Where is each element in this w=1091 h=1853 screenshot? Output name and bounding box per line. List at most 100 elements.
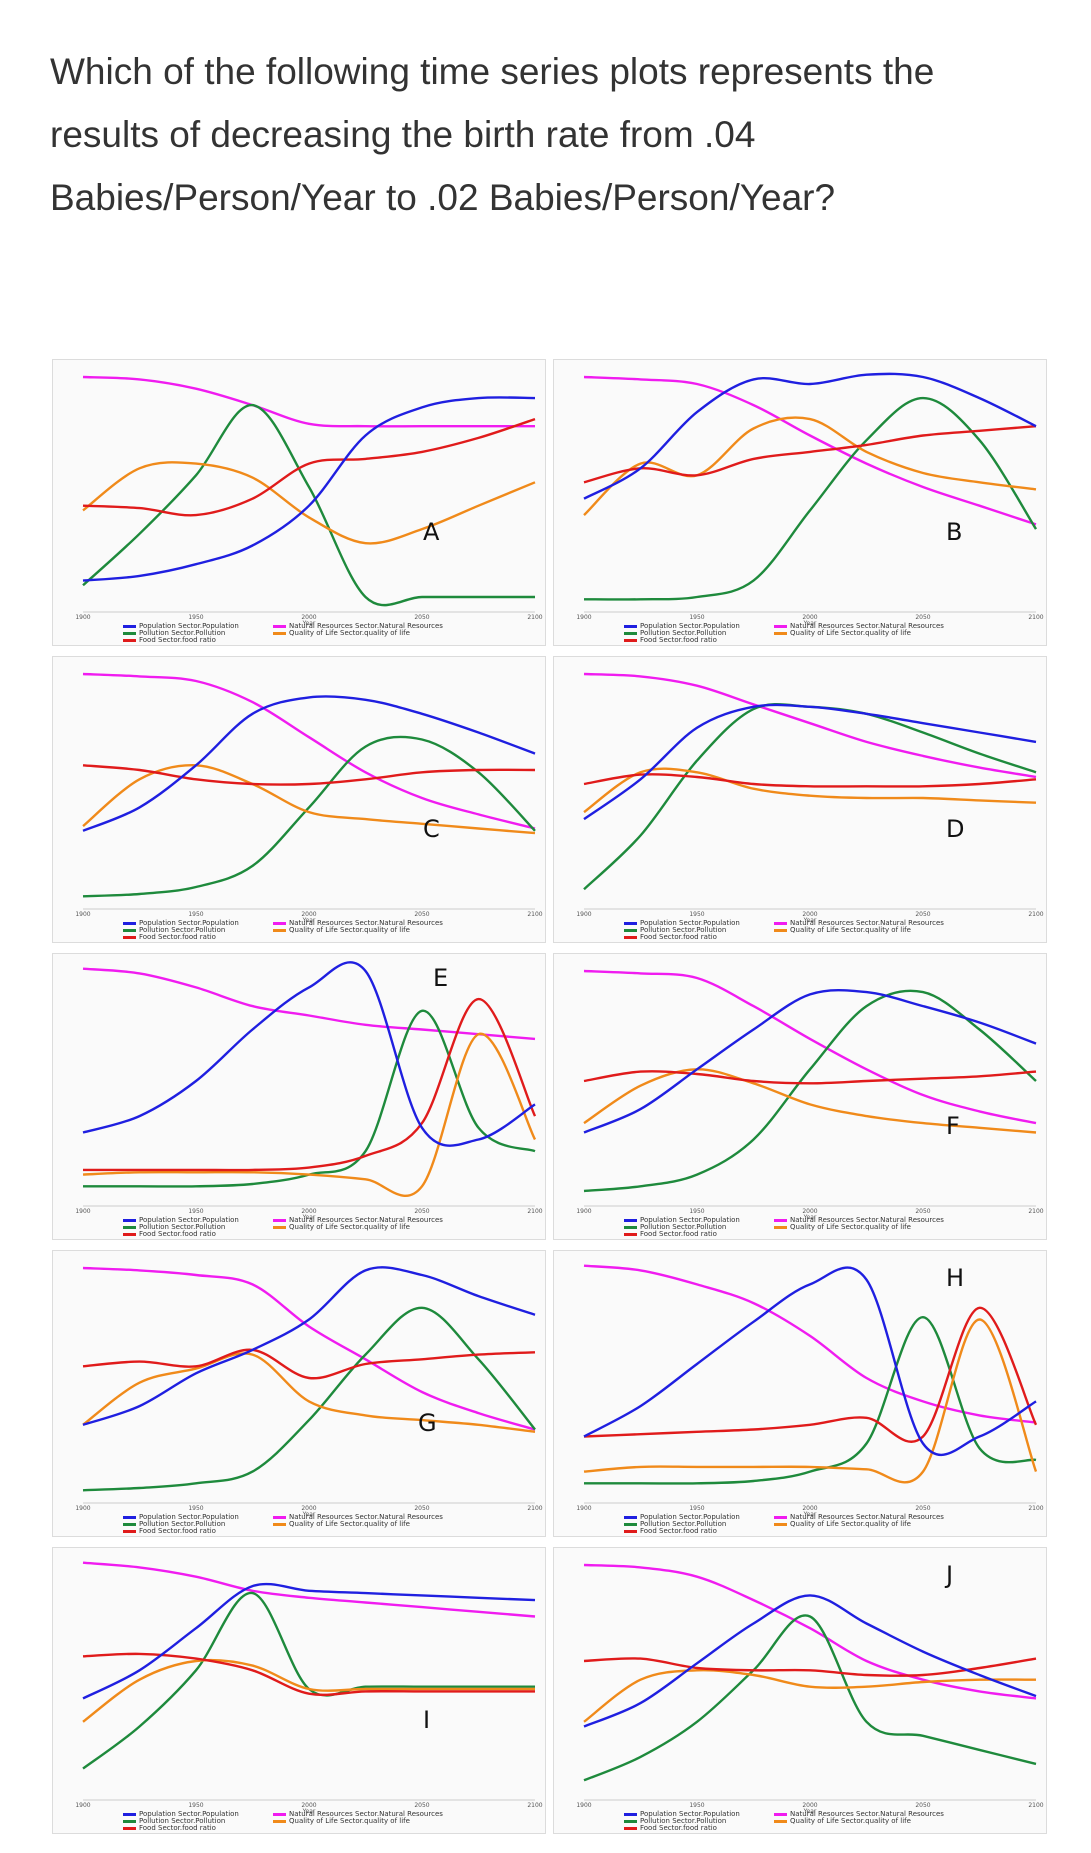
legend-entry-pollution: Pollution Sector.Pollution: [624, 1521, 740, 1528]
series-line-resources: [583, 1563, 1037, 1700]
series-line-quality: [82, 1352, 536, 1433]
legend-entry-quality: Quality of Life Sector.quality of life: [774, 630, 944, 637]
series-line-food: [583, 773, 1037, 788]
legend-right: Natural Resources Sector.Natural Resourc…: [774, 920, 944, 934]
legend-entry-population: Population Sector.Population: [624, 623, 740, 630]
legend-entry-pollution: Pollution Sector.Pollution: [123, 927, 239, 934]
plot-letter-label: E: [433, 964, 448, 992]
x-tick-label: 1900: [75, 911, 90, 918]
series-line-quality: [583, 1668, 1037, 1723]
legend-label: Natural Resources Sector.Natural Resourc…: [289, 622, 443, 630]
legend-swatch: [123, 1529, 136, 1533]
legend-label: Population Sector.Population: [139, 1810, 239, 1818]
series-line-food: [83, 997, 537, 1172]
legend-left: Population Sector.Population Pollution Se…: [123, 920, 239, 941]
legend-label: Quality of Life Sector.quality of life: [790, 629, 911, 637]
time-series-plot: 1900 1950 2000 2050 2100 Year H: [576, 1264, 1043, 1518]
legend-label: Natural Resources Sector.Natural Resourc…: [790, 622, 944, 630]
legend-label: Pollution Sector.Pollution: [139, 1520, 226, 1528]
legend-swatch: [123, 1515, 136, 1519]
legend-swatch: [123, 631, 136, 635]
series-line-food: [82, 764, 536, 786]
legend-right: Natural Resources Sector.Natural Resourc…: [273, 1217, 443, 1231]
legend-swatch: [624, 1819, 637, 1823]
legend-left: Population Sector.Population Pollution Se…: [624, 1811, 740, 1832]
legend-entry-pollution: Pollution Sector.Pollution: [123, 1224, 239, 1231]
legend-label: Population Sector.Population: [640, 1810, 740, 1818]
legend-label: Food Sector.food ratio: [139, 933, 216, 941]
x-tick-label: 2050: [414, 1802, 429, 1809]
plot-panel-j: 1900 1950 2000 2050 2100 Year J Population Sect…: [553, 1547, 1047, 1834]
series-line-population: [82, 1266, 536, 1426]
legend-entry-resources: Natural Resources Sector.Natural Resourc…: [774, 920, 944, 927]
legend-label: Population Sector.Population: [139, 1513, 239, 1521]
legend-label: Natural Resources Sector.Natural Resourc…: [289, 1810, 443, 1818]
series-line-population: [82, 1582, 536, 1700]
legend-label: Pollution Sector.Pollution: [640, 1520, 727, 1528]
legend-entry-resources: Natural Resources Sector.Natural Resourc…: [273, 1217, 443, 1224]
series-line-population: [82, 396, 536, 582]
legend-entry-quality: Quality of Life Sector.quality of life: [273, 1224, 443, 1231]
series-line-pollution: [82, 735, 536, 898]
x-tick-label: 1900: [576, 1208, 591, 1215]
time-series-plot: 1900 1950 2000 2050 2100 Year J: [576, 1561, 1043, 1815]
x-axis-label: Year: [803, 1808, 817, 1815]
legend-swatch: [624, 1232, 637, 1236]
legend-right: Natural Resources Sector.Natural Resourc…: [774, 1217, 944, 1231]
series-line-resources: [583, 1264, 1037, 1424]
legend-swatch: [123, 1819, 136, 1823]
x-tick-label: 2000: [301, 1208, 316, 1215]
x-tick-label: 2000: [802, 1505, 817, 1512]
series-line-resources: [82, 375, 535, 428]
x-tick-label: 1900: [576, 1802, 591, 1809]
x-tick-label: 2050: [915, 911, 930, 918]
series-line-food: [82, 1652, 535, 1697]
series-line-pollution: [82, 403, 535, 607]
legend-entry-pollution: Pollution Sector.Pollution: [624, 927, 740, 934]
series-line-resources: [583, 375, 1037, 526]
legend-swatch: [624, 1522, 637, 1526]
legend-label: Quality of Life Sector.quality of life: [289, 926, 410, 934]
legend-label: Food Sector.food ratio: [640, 636, 717, 644]
plot-panel-f: 1900 1950 2000 2050 2100 Year F Population Sect…: [553, 953, 1047, 1240]
legend-swatch: [624, 1812, 637, 1816]
legend-label: Natural Resources Sector.Natural Resourc…: [790, 919, 944, 927]
plot-panel-b: 1900 1950 2000 2050 2100 Year B Population Sect…: [553, 359, 1047, 646]
time-series-plot: 1900 1950 2000 2050 2100 Year B: [576, 372, 1044, 627]
legend-label: Food Sector.food ratio: [640, 1527, 717, 1535]
legend-swatch: [123, 1522, 136, 1526]
legend-right: Natural Resources Sector.Natural Resourc…: [273, 1811, 443, 1825]
x-tick-label: 1950: [689, 1505, 704, 1512]
x-tick-label: 2050: [414, 614, 429, 621]
series-line-resources: [82, 1561, 536, 1618]
legend-entry-resources: Natural Resources Sector.Natural Resourc…: [273, 1514, 443, 1521]
legend-entry-quality: Quality of Life Sector.quality of life: [774, 1818, 944, 1825]
legend-swatch: [273, 1812, 286, 1816]
x-tick-label: 2100: [1028, 1802, 1043, 1809]
x-tick-label: 2050: [414, 911, 429, 918]
series-line-food: [82, 417, 536, 517]
series-line-resources: [82, 967, 536, 1041]
legend-entry-food: Food Sector.food ratio: [624, 1528, 740, 1535]
legend-right: Natural Resources Sector.Natural Resourc…: [273, 623, 443, 637]
legend-entry-pollution: Pollution Sector.Pollution: [123, 630, 239, 637]
series-line-population: [583, 703, 1037, 821]
legend-label: Quality of Life Sector.quality of life: [790, 1520, 911, 1528]
x-tick-label: 1900: [75, 1802, 90, 1809]
legend-label: Food Sector.food ratio: [139, 1824, 216, 1832]
x-axis-label: Year: [302, 917, 316, 924]
plot-panel-d: 1900 1950 2000 2050 2100 Year D Population Sect…: [553, 656, 1047, 943]
legend-label: Pollution Sector.Pollution: [640, 926, 727, 934]
legend-label: Food Sector.food ratio: [139, 636, 216, 644]
legend-entry-pollution: Pollution Sector.Pollution: [123, 1818, 239, 1825]
series-line-pollution: [583, 1315, 1037, 1485]
legend-swatch: [624, 1218, 637, 1222]
x-tick-label: 2000: [802, 1208, 817, 1215]
legend-label: Quality of Life Sector.quality of life: [289, 1817, 410, 1825]
time-series-plot: 1900 1950 2000 2050 2100 Year E: [75, 961, 543, 1221]
legend-entry-quality: Quality of Life Sector.quality of life: [774, 1521, 944, 1528]
legend-swatch: [273, 921, 286, 925]
legend-entry-resources: Natural Resources Sector.Natural Resourc…: [774, 1217, 944, 1224]
legend-entry-population: Population Sector.Population: [624, 1217, 740, 1224]
legend-swatch: [123, 928, 136, 932]
